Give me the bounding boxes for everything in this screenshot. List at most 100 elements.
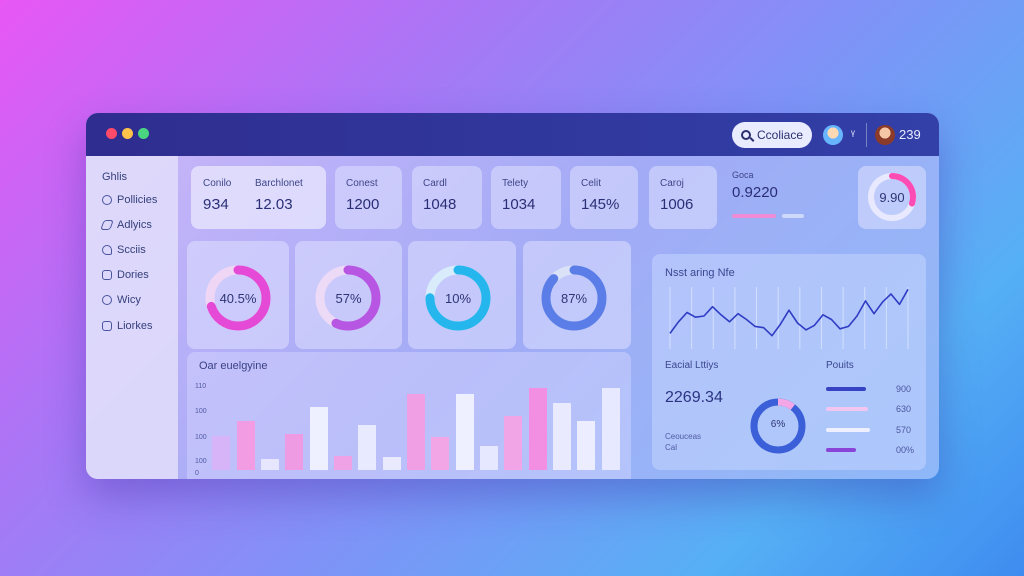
legend-title: Pouits [826,360,854,371]
bar[interactable] [480,445,499,470]
stat-label: Conilo [203,178,232,189]
bar[interactable] [358,425,377,470]
donut-chart [425,265,491,331]
donut-card-1[interactable]: 40.5% [187,241,289,349]
sidebar-item-liorkes[interactable]: Liorkes [102,320,152,332]
bar[interactable] [333,455,352,470]
corner-gauge-card[interactable]: 9.90 [858,166,926,229]
user-avatar[interactable] [823,125,843,145]
stat-label: Conest [346,178,378,189]
bar[interactable] [431,436,450,470]
legend-row: 630 [826,404,916,416]
bar[interactable] [309,407,328,470]
summary-value: 2269.34 [665,389,723,406]
stat-card-cardl[interactable]: Cardl 1048 [412,166,482,229]
stat-card-conest[interactable]: Conest 1200 [335,166,402,229]
donut-card-2[interactable]: 57% [295,241,402,349]
bar-chart-title: Oar euelgyine [199,360,268,372]
donut-chart [205,265,271,331]
sidebar-item-label: Ghlis [102,171,128,183]
dashboard-window: Ccoliace ᵞ 239 Ghlis Pollicies Adlyics S… [86,113,939,479]
profile-count: 239 [899,127,921,142]
bar[interactable] [407,394,425,470]
close-window-button[interactable] [106,128,117,139]
y-tick: 100 [195,408,207,415]
stat-value: 12.03 [255,196,293,213]
stat-goca: Goca 0.9220 [726,166,826,229]
notification-text: ᵞ [851,127,855,141]
summary-donut [750,398,806,454]
summary-donut-value: 6% [770,419,786,430]
legend-bar [826,387,866,391]
analytics-icon [100,220,114,230]
policies-icon [102,195,112,205]
stat-card-caroj[interactable]: Caroj 1006 [649,166,717,229]
legend-value: 570 [896,425,912,435]
profile-avatar[interactable] [875,125,895,145]
donut-value: 57% [335,291,362,306]
stat-card-combined[interactable]: Conilo 9З4 Barchlonet 12.03 [191,166,326,229]
y-tick: 100 [195,458,207,465]
bar[interactable] [504,416,523,470]
minimize-window-button[interactable] [122,128,133,139]
y-tick: 0 [195,470,199,477]
search-box[interactable]: Ccoliace [732,122,812,148]
legend-bar [826,428,870,432]
bar[interactable] [236,420,255,470]
sidebar-item-scciis[interactable]: Scciis [102,244,146,256]
sidebar: Ghlis Pollicies Adlyics Scciis Dories Wi… [86,156,178,479]
stat-value: 1048 [423,196,457,213]
bar[interactable] [553,402,572,470]
titlebar-divider [866,123,867,147]
goca-progress-track [782,214,804,218]
donut-card-4[interactable]: 87% [523,241,631,349]
summary-title: Eacial Lttiys [665,360,719,371]
sidebar-item-ghlis[interactable]: Ghlis [102,171,127,183]
bar[interactable] [285,434,304,470]
stat-card-celit[interactable]: Celit 145% [570,166,638,229]
sidebar-item-label: Scciis [117,244,146,256]
bar[interactable] [212,435,231,470]
legend-bar [826,407,868,411]
sidebar-item-wicy[interactable]: Wicy [102,294,141,306]
bar[interactable] [577,420,596,470]
sidebar-item-adlyics[interactable]: Adlyics [100,219,152,231]
legend-bar [826,448,856,452]
bar[interactable] [260,459,279,470]
stat-value: 1200 [346,196,380,213]
line-chart [669,287,909,349]
goca-progress [732,214,776,218]
stat-value: 1034 [502,196,536,213]
legend-value: 00% [896,445,915,455]
summary-caption: Ceouceas [665,432,702,441]
legend-row: 570 [826,425,916,437]
stat-value: 145% [581,196,620,213]
donut-chart [315,265,381,331]
maximize-window-button[interactable] [138,128,149,139]
stat-label: Celit [581,178,602,189]
donut-value: 40.5% [219,291,257,306]
bar[interactable] [528,388,547,470]
document-icon [102,270,112,280]
sidebar-item-label: Dories [117,269,149,281]
line-chart-title: Nsst aring Nfe [665,267,735,279]
sidebar-item-pollicies[interactable]: Pollicies [102,194,157,206]
donut-card-3[interactable]: 10% [408,241,516,349]
shield-icon [102,295,112,305]
stat-value: 0.9220 [732,184,778,201]
bar[interactable] [601,388,620,470]
sidebar-item-label: Pollicies [117,194,158,206]
stat-card-telety[interactable]: Telety 1034 [491,166,561,229]
bar[interactable] [382,457,401,470]
search-text: Ccoliace [757,128,804,142]
search-icon [741,130,751,140]
settings-icon [102,245,112,255]
stat-label: Telety [502,178,529,189]
sidebar-item-label: Wicy [117,294,141,306]
bar[interactable] [455,394,474,470]
stat-value: 1006 [660,196,694,213]
sidebar-item-dories[interactable]: Dories [102,269,149,281]
corner-gauge [868,173,916,221]
line-series [669,288,909,337]
summary-caption: Cal [665,443,678,452]
